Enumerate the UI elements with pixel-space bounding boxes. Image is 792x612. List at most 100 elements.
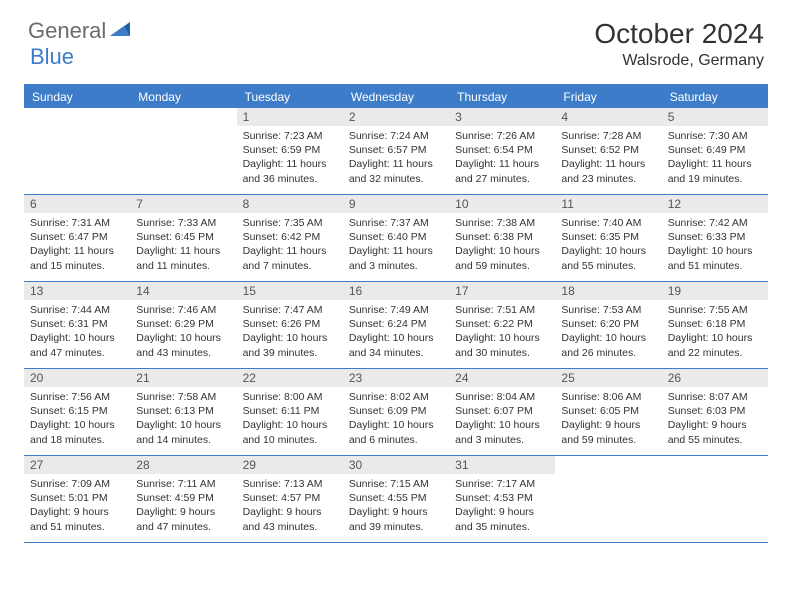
logo-text-general: General [28, 18, 106, 44]
day-number: 17 [449, 282, 555, 300]
day-cell: 27Sunrise: 7:09 AMSunset: 5:01 PMDayligh… [24, 456, 130, 542]
day-cell [24, 108, 130, 194]
day-number: 15 [237, 282, 343, 300]
day-details: Sunrise: 7:11 AMSunset: 4:59 PMDaylight:… [130, 474, 236, 538]
day-details: Sunrise: 7:35 AMSunset: 6:42 PMDaylight:… [237, 213, 343, 277]
day-cell: 23Sunrise: 8:02 AMSunset: 6:09 PMDayligh… [343, 369, 449, 455]
week-row: 27Sunrise: 7:09 AMSunset: 5:01 PMDayligh… [24, 456, 768, 543]
dayhead-thursday: Thursday [449, 86, 555, 108]
title-block: October 2024 Walsrode, Germany [594, 18, 764, 70]
day-number: 20 [24, 369, 130, 387]
day-cell: 15Sunrise: 7:47 AMSunset: 6:26 PMDayligh… [237, 282, 343, 368]
day-number: 22 [237, 369, 343, 387]
day-cell [130, 108, 236, 194]
day-number: 1 [237, 108, 343, 126]
day-cell: 29Sunrise: 7:13 AMSunset: 4:57 PMDayligh… [237, 456, 343, 542]
day-cell: 2Sunrise: 7:24 AMSunset: 6:57 PMDaylight… [343, 108, 449, 194]
day-cell: 22Sunrise: 8:00 AMSunset: 6:11 PMDayligh… [237, 369, 343, 455]
day-number: 7 [130, 195, 236, 213]
dayhead-saturday: Saturday [662, 86, 768, 108]
day-number: 28 [130, 456, 236, 474]
dayhead-friday: Friday [555, 86, 661, 108]
day-number: 8 [237, 195, 343, 213]
day-details: Sunrise: 7:42 AMSunset: 6:33 PMDaylight:… [662, 213, 768, 277]
day-cell: 30Sunrise: 7:15 AMSunset: 4:55 PMDayligh… [343, 456, 449, 542]
day-number: 16 [343, 282, 449, 300]
day-number: 26 [662, 369, 768, 387]
page-title: October 2024 [594, 18, 764, 50]
logo-text-blue: Blue [30, 44, 74, 69]
day-number: 11 [555, 195, 661, 213]
calendar: Sunday Monday Tuesday Wednesday Thursday… [24, 84, 768, 543]
day-cell: 3Sunrise: 7:26 AMSunset: 6:54 PMDaylight… [449, 108, 555, 194]
day-details: Sunrise: 8:06 AMSunset: 6:05 PMDaylight:… [555, 387, 661, 451]
day-cell [662, 456, 768, 542]
day-details: Sunrise: 8:04 AMSunset: 6:07 PMDaylight:… [449, 387, 555, 451]
day-cell: 1Sunrise: 7:23 AMSunset: 6:59 PMDaylight… [237, 108, 343, 194]
day-number: 6 [24, 195, 130, 213]
day-number: 19 [662, 282, 768, 300]
day-details: Sunrise: 7:33 AMSunset: 6:45 PMDaylight:… [130, 213, 236, 277]
day-number: 3 [449, 108, 555, 126]
day-number: 21 [130, 369, 236, 387]
location-label: Walsrode, Germany [594, 52, 764, 70]
day-details: Sunrise: 7:15 AMSunset: 4:55 PMDaylight:… [343, 474, 449, 538]
day-cell: 28Sunrise: 7:11 AMSunset: 4:59 PMDayligh… [130, 456, 236, 542]
logo-text-blue-wrap: Blue [30, 44, 74, 70]
day-cell: 18Sunrise: 7:53 AMSunset: 6:20 PMDayligh… [555, 282, 661, 368]
day-details: Sunrise: 8:00 AMSunset: 6:11 PMDaylight:… [237, 387, 343, 451]
day-details: Sunrise: 7:09 AMSunset: 5:01 PMDaylight:… [24, 474, 130, 538]
day-details: Sunrise: 7:44 AMSunset: 6:31 PMDaylight:… [24, 300, 130, 364]
day-cell: 13Sunrise: 7:44 AMSunset: 6:31 PMDayligh… [24, 282, 130, 368]
day-cell: 9Sunrise: 7:37 AMSunset: 6:40 PMDaylight… [343, 195, 449, 281]
week-row: 6Sunrise: 7:31 AMSunset: 6:47 PMDaylight… [24, 195, 768, 282]
day-number: 10 [449, 195, 555, 213]
day-number: 25 [555, 369, 661, 387]
day-cell: 20Sunrise: 7:56 AMSunset: 6:15 PMDayligh… [24, 369, 130, 455]
day-details: Sunrise: 8:02 AMSunset: 6:09 PMDaylight:… [343, 387, 449, 451]
day-cell [555, 456, 661, 542]
day-details: Sunrise: 7:13 AMSunset: 4:57 PMDaylight:… [237, 474, 343, 538]
dayhead-tuesday: Tuesday [237, 86, 343, 108]
logo-triangle-icon [110, 20, 130, 43]
day-number: 24 [449, 369, 555, 387]
day-cell: 11Sunrise: 7:40 AMSunset: 6:35 PMDayligh… [555, 195, 661, 281]
day-number: 29 [237, 456, 343, 474]
day-number: 18 [555, 282, 661, 300]
day-cell: 8Sunrise: 7:35 AMSunset: 6:42 PMDaylight… [237, 195, 343, 281]
day-details: Sunrise: 7:53 AMSunset: 6:20 PMDaylight:… [555, 300, 661, 364]
day-cell: 31Sunrise: 7:17 AMSunset: 4:53 PMDayligh… [449, 456, 555, 542]
day-number: 27 [24, 456, 130, 474]
day-number: 13 [24, 282, 130, 300]
day-number: 23 [343, 369, 449, 387]
day-details: Sunrise: 7:31 AMSunset: 6:47 PMDaylight:… [24, 213, 130, 277]
day-number: 31 [449, 456, 555, 474]
day-cell: 26Sunrise: 8:07 AMSunset: 6:03 PMDayligh… [662, 369, 768, 455]
day-details: Sunrise: 7:26 AMSunset: 6:54 PMDaylight:… [449, 126, 555, 190]
header: General October 2024 Walsrode, Germany [0, 0, 792, 76]
day-cell: 24Sunrise: 8:04 AMSunset: 6:07 PMDayligh… [449, 369, 555, 455]
day-cell: 16Sunrise: 7:49 AMSunset: 6:24 PMDayligh… [343, 282, 449, 368]
day-cell: 25Sunrise: 8:06 AMSunset: 6:05 PMDayligh… [555, 369, 661, 455]
day-cell: 17Sunrise: 7:51 AMSunset: 6:22 PMDayligh… [449, 282, 555, 368]
day-details: Sunrise: 7:23 AMSunset: 6:59 PMDaylight:… [237, 126, 343, 190]
day-cell: 14Sunrise: 7:46 AMSunset: 6:29 PMDayligh… [130, 282, 236, 368]
day-details: Sunrise: 7:38 AMSunset: 6:38 PMDaylight:… [449, 213, 555, 277]
day-details: Sunrise: 7:55 AMSunset: 6:18 PMDaylight:… [662, 300, 768, 364]
day-details: Sunrise: 7:40 AMSunset: 6:35 PMDaylight:… [555, 213, 661, 277]
day-details: Sunrise: 7:30 AMSunset: 6:49 PMDaylight:… [662, 126, 768, 190]
dayhead-monday: Monday [130, 86, 236, 108]
day-number: 4 [555, 108, 661, 126]
day-details: Sunrise: 7:49 AMSunset: 6:24 PMDaylight:… [343, 300, 449, 364]
day-cell: 7Sunrise: 7:33 AMSunset: 6:45 PMDaylight… [130, 195, 236, 281]
week-row: 13Sunrise: 7:44 AMSunset: 6:31 PMDayligh… [24, 282, 768, 369]
day-details: Sunrise: 8:07 AMSunset: 6:03 PMDaylight:… [662, 387, 768, 451]
day-header-row: Sunday Monday Tuesday Wednesday Thursday… [24, 86, 768, 108]
day-details: Sunrise: 7:28 AMSunset: 6:52 PMDaylight:… [555, 126, 661, 190]
dayhead-sunday: Sunday [24, 86, 130, 108]
day-number: 2 [343, 108, 449, 126]
day-details: Sunrise: 7:58 AMSunset: 6:13 PMDaylight:… [130, 387, 236, 451]
day-cell: 19Sunrise: 7:55 AMSunset: 6:18 PMDayligh… [662, 282, 768, 368]
day-details: Sunrise: 7:51 AMSunset: 6:22 PMDaylight:… [449, 300, 555, 364]
day-details: Sunrise: 7:17 AMSunset: 4:53 PMDaylight:… [449, 474, 555, 538]
